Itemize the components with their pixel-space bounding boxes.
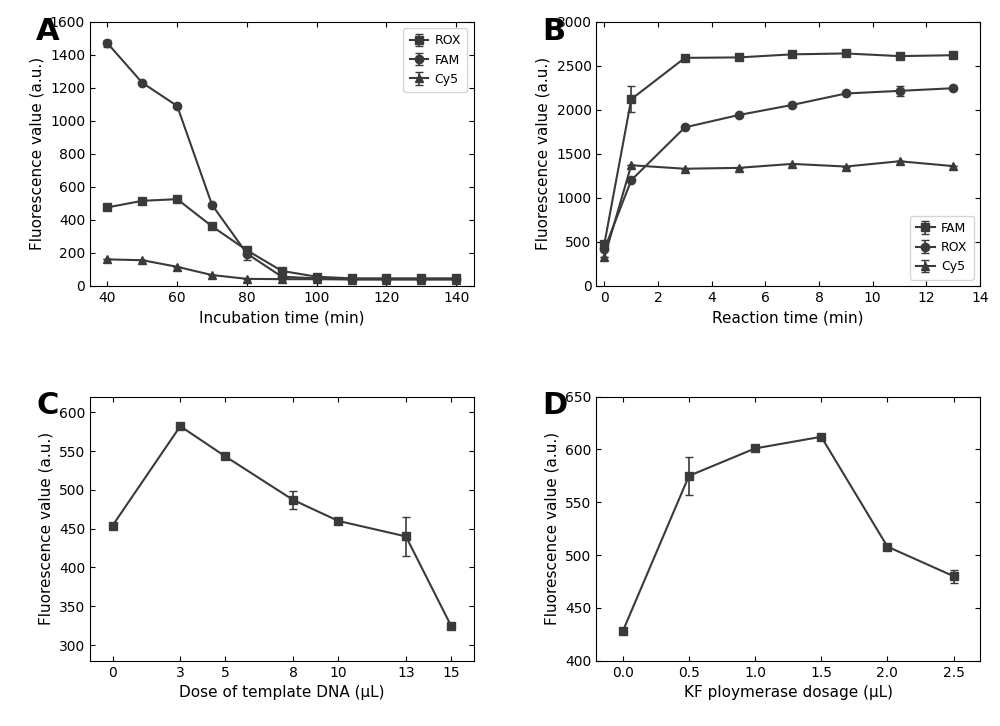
X-axis label: Reaction time (min): Reaction time (min) [712, 310, 864, 325]
X-axis label: KF ploymerase dosage (μL): KF ploymerase dosage (μL) [684, 685, 893, 700]
Text: D: D [543, 391, 568, 420]
X-axis label: Incubation time (min): Incubation time (min) [199, 310, 365, 325]
Y-axis label: Fluorescence value (a.u.): Fluorescence value (a.u.) [29, 57, 44, 250]
Text: C: C [36, 391, 59, 420]
Text: B: B [543, 17, 566, 46]
X-axis label: Dose of template DNA (μL): Dose of template DNA (μL) [179, 685, 385, 700]
Text: A: A [36, 17, 60, 46]
Legend: FAM, ROX, Cy5: FAM, ROX, Cy5 [910, 216, 974, 280]
Y-axis label: Fluorescence value (a.u.): Fluorescence value (a.u.) [38, 432, 53, 625]
Y-axis label: Fluorescence value (a.u.): Fluorescence value (a.u.) [536, 57, 551, 250]
Legend: ROX, FAM, Cy5: ROX, FAM, Cy5 [403, 28, 467, 92]
Y-axis label: Fluorescence value (a.u.): Fluorescence value (a.u.) [545, 432, 560, 625]
